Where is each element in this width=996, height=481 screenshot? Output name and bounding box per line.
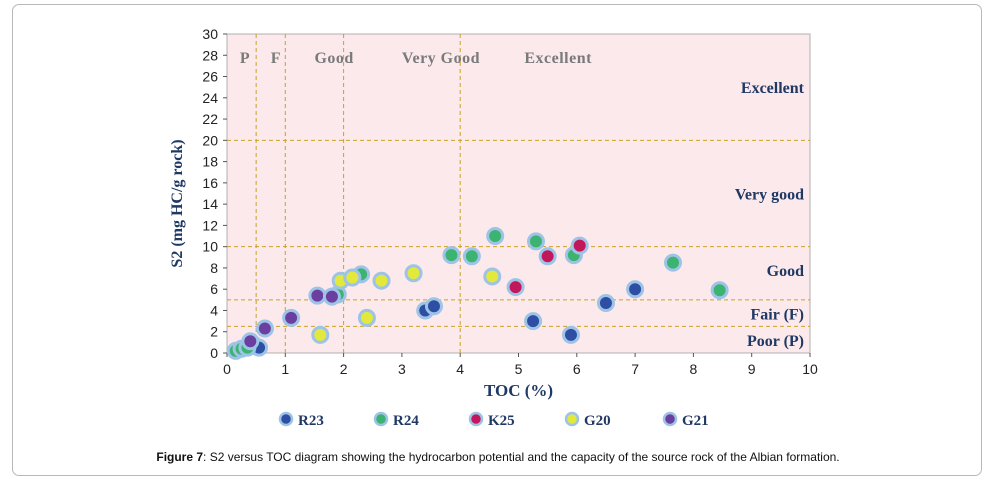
zone-label-s2: Good (767, 263, 804, 280)
zone-label-toc: Very Good (402, 50, 480, 67)
scatter-chart: 0 1 2 3 4 5 6 7 8 9 10024681012141618202224262830T… (169, 26, 818, 429)
zone-label-toc: Good (314, 50, 353, 67)
data-point (486, 227, 505, 246)
caption-label: Figure 7 (156, 450, 204, 464)
caption-text: : S2 versus TOC diagram showing the hydr… (203, 450, 840, 464)
series-g21 (241, 286, 341, 351)
x-tick-label: 2 (340, 361, 348, 377)
data-point (282, 308, 301, 327)
legend-marker (278, 411, 294, 427)
data-point (255, 319, 274, 338)
x-tick-label: 3 (398, 361, 406, 377)
y-tick-label: 22 (202, 111, 218, 127)
data-point (404, 264, 423, 283)
y-tick-label: 28 (202, 47, 218, 63)
y-tick-label: 18 (202, 154, 218, 170)
x-tick-label: 5 (515, 361, 523, 377)
data-point (424, 297, 443, 316)
data-point (596, 294, 615, 313)
y-tick-label: 26 (202, 69, 218, 85)
x-tick-label: 7 (631, 361, 639, 377)
legend-label: G21 (682, 413, 709, 429)
data-point (626, 280, 645, 299)
zone-label-toc: Excellent (524, 50, 592, 67)
legend-marker (373, 411, 389, 427)
x-tick-label: 8 (690, 361, 698, 377)
data-point (526, 232, 545, 251)
y-tick-label: 0 (210, 345, 218, 361)
zone-label-toc: F (271, 50, 281, 67)
y-axis-title: S2 (mg HC/g rock) (169, 139, 186, 267)
y-tick-label: 10 (202, 239, 218, 255)
series-k25 (506, 236, 589, 297)
y-tick-label: 30 (202, 26, 218, 42)
plot-area (226, 33, 811, 354)
x-tick-label: 0 (223, 361, 231, 377)
x-tick-label: 4 (456, 361, 464, 377)
y-tick-label: 24 (202, 90, 218, 106)
data-point (308, 286, 327, 305)
zone-label-s2: Poor (P) (747, 333, 804, 350)
y-tick-label: 16 (202, 175, 218, 191)
y-tick-label: 14 (202, 196, 218, 212)
zone-label-s2: Very good (735, 187, 804, 204)
figure-caption: Figure 7: S2 versus TOC diagram showing … (0, 450, 996, 464)
x-tick-label: 1 (281, 361, 289, 377)
data-point (372, 271, 391, 290)
y-tick-label: 8 (210, 260, 218, 276)
y-tick-label: 12 (202, 217, 218, 233)
legend-marker (468, 411, 484, 427)
legend-marker (564, 411, 580, 427)
y-tick-label: 2 (210, 324, 218, 340)
data-point (343, 268, 362, 287)
data-point (570, 236, 589, 255)
legend-marker (662, 411, 678, 427)
data-point (710, 281, 729, 300)
series-g20 (311, 264, 502, 344)
data-point (322, 287, 341, 306)
y-tick-label: 20 (202, 132, 218, 148)
data-point (357, 308, 376, 327)
data-point (483, 267, 502, 286)
x-axis-title: TOC (%) (484, 381, 553, 400)
data-point (442, 246, 461, 265)
data-point (462, 247, 481, 266)
data-point (506, 278, 525, 297)
zone-label-toc: P (240, 50, 250, 67)
zone-label-s2: Excellent (741, 80, 805, 97)
y-tick-label: 4 (210, 302, 218, 318)
legend-label: R23 (298, 413, 324, 429)
data-point (241, 332, 260, 351)
legend-label: K25 (488, 413, 515, 429)
x-tick-label: 6 (573, 361, 581, 377)
legend-label: G20 (584, 413, 611, 429)
x-tick-label: 9 (748, 361, 756, 377)
data-point (561, 325, 580, 344)
zone-label-s2: Fair (F) (751, 307, 804, 324)
data-point (524, 312, 543, 331)
data-point (538, 247, 557, 266)
data-point (311, 325, 330, 344)
y-tick-label: 6 (210, 281, 218, 297)
legend-label: R24 (393, 413, 419, 429)
data-point (663, 253, 682, 272)
x-tick-label: 10 (802, 361, 818, 377)
